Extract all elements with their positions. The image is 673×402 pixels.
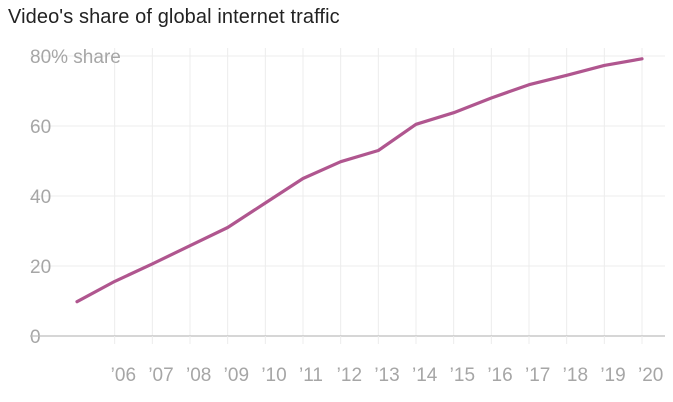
x-tick-label-2015: ’15 [450, 365, 475, 386]
chart-title: Video's share of global internet traffic [8, 6, 340, 28]
y-tick-label-0: 0 [30, 327, 41, 348]
x-tick-label-2012: ’12 [337, 365, 362, 386]
x-tick-label-2014: ’14 [412, 365, 438, 386]
x-tick-label-2019: ’19 [600, 365, 625, 386]
y-tick-label-20: 20 [30, 257, 51, 278]
x-tick-label-2007: ’07 [148, 365, 173, 386]
x-tick-label-2008: ’08 [186, 365, 211, 386]
x-tick-label-2010: ’10 [261, 365, 286, 386]
x-tick-label-2016: ’16 [487, 365, 512, 386]
x-tick-label-2011: ’11 [299, 365, 323, 386]
x-tick-label-2013: ’13 [374, 365, 399, 386]
y-tick-label-40: 40 [30, 187, 51, 208]
x-tick-label-2020: ’20 [638, 365, 663, 386]
x-tick-label-2018: ’18 [563, 365, 588, 386]
x-tick-label-2006: ’06 [111, 365, 136, 386]
x-tick-label-2009: ’09 [224, 365, 249, 386]
series-line-0 [75, 57, 644, 304]
y-tick-label-60: 60 [30, 117, 51, 138]
x-tick-label-2017: ’17 [525, 365, 550, 386]
y-tick-label-80: 80% share [30, 47, 121, 68]
